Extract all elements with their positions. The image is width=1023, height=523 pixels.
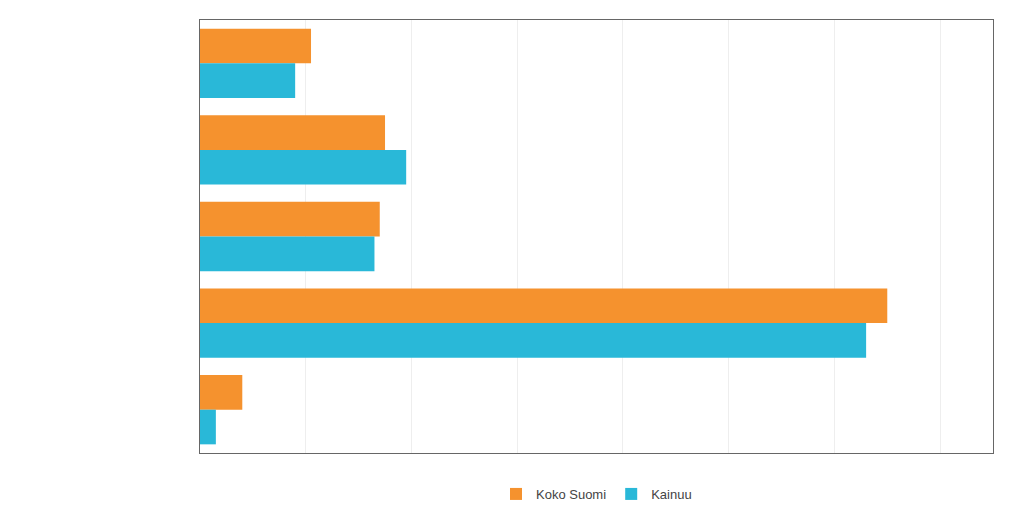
svg-text:Koko Suomi: Koko Suomi	[536, 487, 606, 502]
svg-text:Kainuu: Kainuu	[651, 487, 691, 502]
